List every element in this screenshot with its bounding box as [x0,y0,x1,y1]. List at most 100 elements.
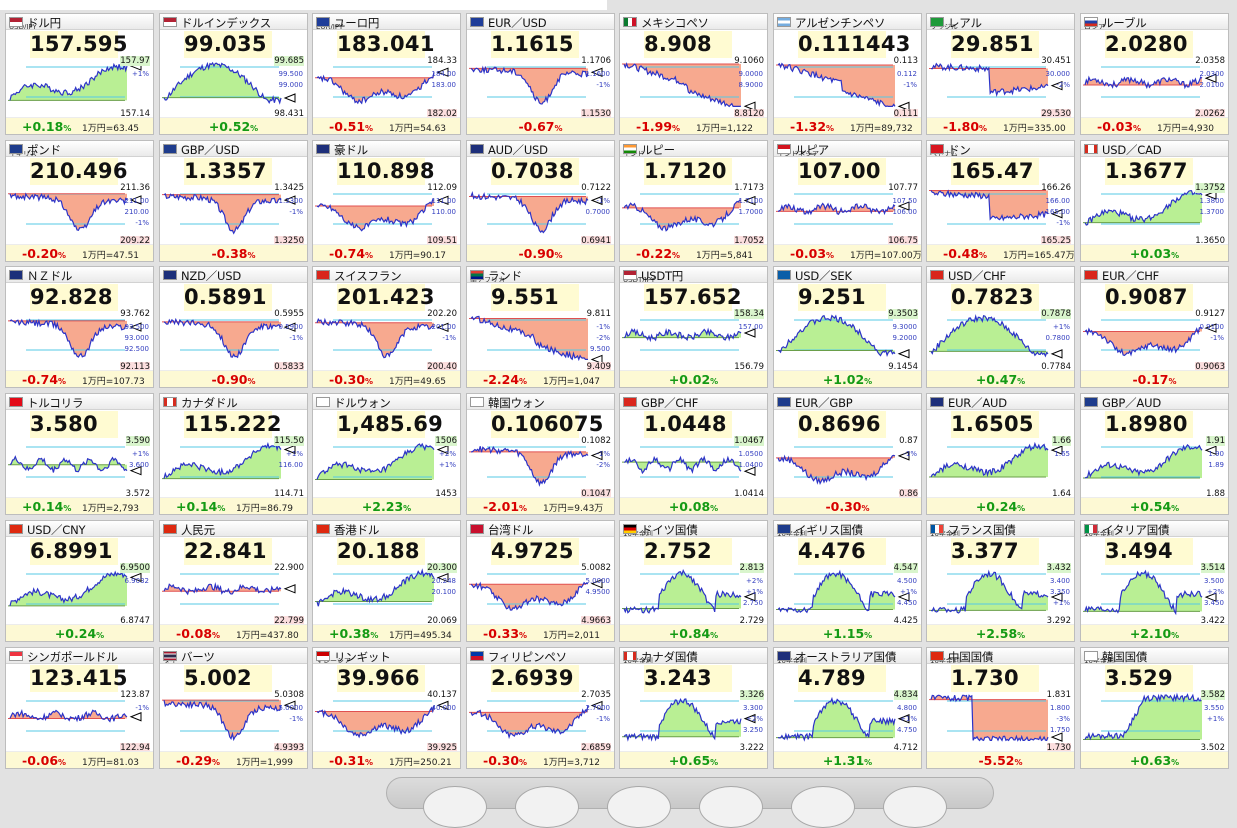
market-tile[interactable]: 人民元 22.841 22.900 22.799 -0.08% 1万円=437.80 [159,520,308,642]
market-tile[interactable]: カナダドル 115.222 +1% 116.00 115.50 114.71 +0.14% 1… [159,393,308,515]
sparkline-line [9,570,128,607]
market-tile[interactable]: 豪ドル 110.898 111.00 110.00 112.09 109.51 -0.74%… [312,140,461,262]
price-highlight [184,158,272,185]
sparkline-chart [929,189,1063,225]
market-tile[interactable]: アルゼンチンペソ 0.111443 0.112 -1% 0.113 0.111 -1.32%… [773,13,922,135]
axis-tick-label: -1% [1056,219,1070,227]
dock-button[interactable] [883,786,947,828]
low-value-label: 1453 [435,489,457,499]
market-tile[interactable]: GBP／CHF 1.0448 1.0500 1.0400 1.0467 1.0414 +0.… [619,393,768,515]
conversion-rate: 1万円=107.73 [82,377,145,387]
current-price: 1.3677 [1105,159,1188,183]
market-tile[interactable]: リンギット マレーシア 39.966 40.000 40.137 39.925 -0.31%… [312,647,461,769]
sparkline-area [317,570,434,607]
dock-button[interactable] [515,786,579,828]
price-highlight [644,158,732,185]
tile-header: GBP／CHF [620,394,767,410]
axis-tick-label: +2% [439,450,456,458]
market-tile[interactable]: EUR／CHF 0.9087 0.9100 -1% 0.9127 0.9063 -0.17% [1080,266,1229,388]
dock-button[interactable] [423,786,487,828]
current-price: 1.3357 [184,159,267,183]
axis-tick-label: 4.500 [896,577,917,585]
market-tile[interactable]: ドンベトナム165.47166.00165.00-1%166.26165.25-… [926,140,1075,262]
market-tile[interactable]: EUR／GBP 0.8696 -1% 0.87 0.86 -0.30% [773,393,922,515]
market-tile[interactable]: オーストラリア国債 10年金利 4.789 4.800 +1% 4.750 4.834 4.7… [773,647,922,769]
tile-header: USDT円 USDT/JPY [620,267,767,283]
tile-title: USD／CHF [948,269,1006,283]
current-price-marker-icon [436,67,449,77]
market-tile[interactable]: USD／CAD 1.3677 1.3800 1.3700 1.3752 1.3650 +0.… [1080,140,1229,262]
market-tile[interactable]: EUR／AUD 1.6505 1.65 1.66 1.64 +0.24% [926,393,1075,515]
market-tile[interactable]: ドル円USD/JPY 157.595 +1% 157.97 157.14 +0.18% 1万… [5,13,154,135]
high-value-label: 9.1060 [734,56,764,66]
low-value-label: 157.14 [120,109,150,119]
dock-button[interactable] [699,786,763,828]
market-tile[interactable]: USD／SEK 9.251 9.3000 9.2000 9.3503 9.1454 +1.0… [773,266,922,388]
low-value-label: 156.79 [734,362,764,372]
ar-flag-icon [777,17,791,27]
market-tile[interactable]: フランス国債 10年金利 3.377 3.400 3.350 +1% 3.432 3.292 +… [926,520,1075,642]
market-tile[interactable]: シンガポールドル 123.415 -1% 123.87 122.94 -0.06% 1万円=… [5,647,154,769]
market-tile[interactable]: USD／CNY 6.8991 6.9032 6.9500 6.8747 +0.24% [5,520,154,642]
market-tile[interactable]: USD／CHF 0.7823 +1% 0.7800 0.7878 0.7784 +0.47% [926,266,1075,388]
high-value-label: 0.5955 [274,309,304,319]
market-tile[interactable]: ルピア インドネシア 107.00 107.50 106.00 107.77 106.75-… [773,140,922,262]
market-tile[interactable]: イギリス国債 10年金利 4.476 4.500 +1% 4.450 4.547 4.425 +… [773,520,922,642]
market-tile[interactable]: ドルウォン 1,485.69 +2% +1% 1506 1453 +2.23% [312,393,461,515]
dock-button[interactable] [607,786,671,828]
market-tile[interactable]: 韓国国債 10年金利 3.529 3.550 +1% 3.582 3.502 +0.63% [1080,647,1229,769]
market-tile[interactable]: スイスフラン 201.423 201.00 -1% 202.20 200.40 -0.30%… [312,266,461,388]
market-tile[interactable]: AUD／USD 0.7038 -1% 0.7000 0.7122 0.6941 -0.90% [466,140,615,262]
axis-tick-label: 1.3800 [1199,197,1225,205]
conversion-rate: 1万円=2,011 [543,631,601,641]
tile-header: USD／CAD [1081,141,1228,157]
market-tile[interactable]: USDT円 USDT/JPY 157.652 157.00 158.34 156.79 +0… [619,266,768,388]
market-tile[interactable]: ユーロ円EUR/JPY 183.041 184.00 183.00 184.33 182.… [312,13,461,135]
market-tile[interactable]: イタリア国債 10年金利 3.494 3.500 +2% 3.450 3.514 3.422 +… [1080,520,1229,642]
dock-button[interactable] [791,786,855,828]
percent-sign: % [212,758,221,767]
market-tile[interactable]: ルーブルロシア2.02802.03002.01002.03582.0262-0.… [1080,13,1229,135]
market-tile[interactable]: バーツタイ 5.002 5.0000 -1% 5.0308 4.9393 -0.29% 1万円… [159,647,308,769]
axis-tick-label: +1% [1053,323,1070,331]
market-tile[interactable]: ドルインデックス 99.035 99.500 99.000 99.685 98.431 +0… [159,13,308,135]
conversion-rate: 1万円=47.51 [82,251,140,261]
market-tile[interactable]: ＮＺドル 92.828 93.500 93.000 92.500 93.762 92.113… [5,266,154,388]
market-tile[interactable]: フィリピンペソ 2.6939 2.7000 -1% 2.7035 2.6859 -0.30%… [466,647,615,769]
price-highlight [1105,665,1193,692]
tile-title: スイスフラン [334,269,402,283]
current-price-marker-icon [590,700,603,711]
market-tile[interactable]: トルコリラ 3.580 +1% 3.600 3.590 3.572 +0.14% 1万円=2,… [5,393,154,515]
conversion-rate: 1万円=86.79 [236,504,294,514]
low-value-label: 0.111 [893,109,918,119]
market-tile[interactable]: GBP／USD 1.3357 1.3300 -1% 1.3425 1.3250 -0.38% [159,140,308,262]
low-value-label: 2.0262 [1195,109,1225,119]
market-tile[interactable]: NZD／USD 0.5891 0.5900 -1% 0.5955 0.5833 -0.90% [159,266,308,388]
market-tile[interactable]: 香港ドル 20.188 20.248 20.100 20.300 20.069 +0.38%… [312,520,461,642]
market-tile[interactable]: EUR／USD 1.1615 1.1600 -1% 1.1706 1.1530 -0.67% [466,13,615,135]
conversion-rate: 1万円=250.21 [389,758,452,768]
market-tile[interactable]: ポンド イギリス 210.496 211.00 210.00 -1% 211.36 209.2… [5,140,154,262]
market-tile[interactable]: 中国国債 10年金利 1.730 1.800 -3% 1.750 1.831 1.730 -5.… [926,647,1075,769]
percent-sign: % [1133,124,1142,133]
tile-footer: -0.33% 1万円=2,011 [467,624,614,641]
axis-tick-label: 4.750 [896,726,917,734]
change-percent: +0.14% [22,499,71,514]
market-tile[interactable]: ドイツ国債 10年金利 2.752 +2% +1% 2.750 2.813 2.729 +0.8… [619,520,768,642]
sparkline-line [777,314,896,357]
market-tile[interactable]: カナダ国債 10年金利 3.243 3.300 +2% 3.250 3.326 3.222 +0… [619,647,768,769]
sparkline-chart [776,62,910,112]
axis-tick-label: -1% [596,450,610,458]
tile-header: ルーブルロシア [1081,14,1228,30]
market-tile[interactable]: メキシコペソ 8.908 9.0000 8.9000 9.1060 8.8120 -1.99… [619,13,768,135]
market-tile[interactable]: 台湾ドル 4.9725 5.0000 4.9500 5.0082 4.9663 -0.33%… [466,520,615,642]
change-percent: +0.54% [1081,499,1228,514]
market-tile[interactable]: レアルブラジル29.85130.000-2%30.45129.530-1.80%… [926,13,1075,135]
market-tile[interactable]: 韓国ウォン 0.106075 -1% -2% 0.1082 0.1047 -2.01% 1万円… [466,393,615,515]
uk-flag-icon [777,397,791,407]
market-tile[interactable]: GBP／AUD 1.8980 1.90 1.89 1.91 1.88 +0.54% [1080,393,1229,515]
market-tile[interactable]: ルピーインド1.71201.71001.70001.71731.7052-0.2… [619,140,768,262]
market-tile[interactable]: ランド 南アフリカ 9.551 -1% -2% 9.500 9.811 9.409 -2.24%… [466,266,615,388]
tile-title: ユーロ円 [334,16,380,30]
top-strip [0,0,607,10]
